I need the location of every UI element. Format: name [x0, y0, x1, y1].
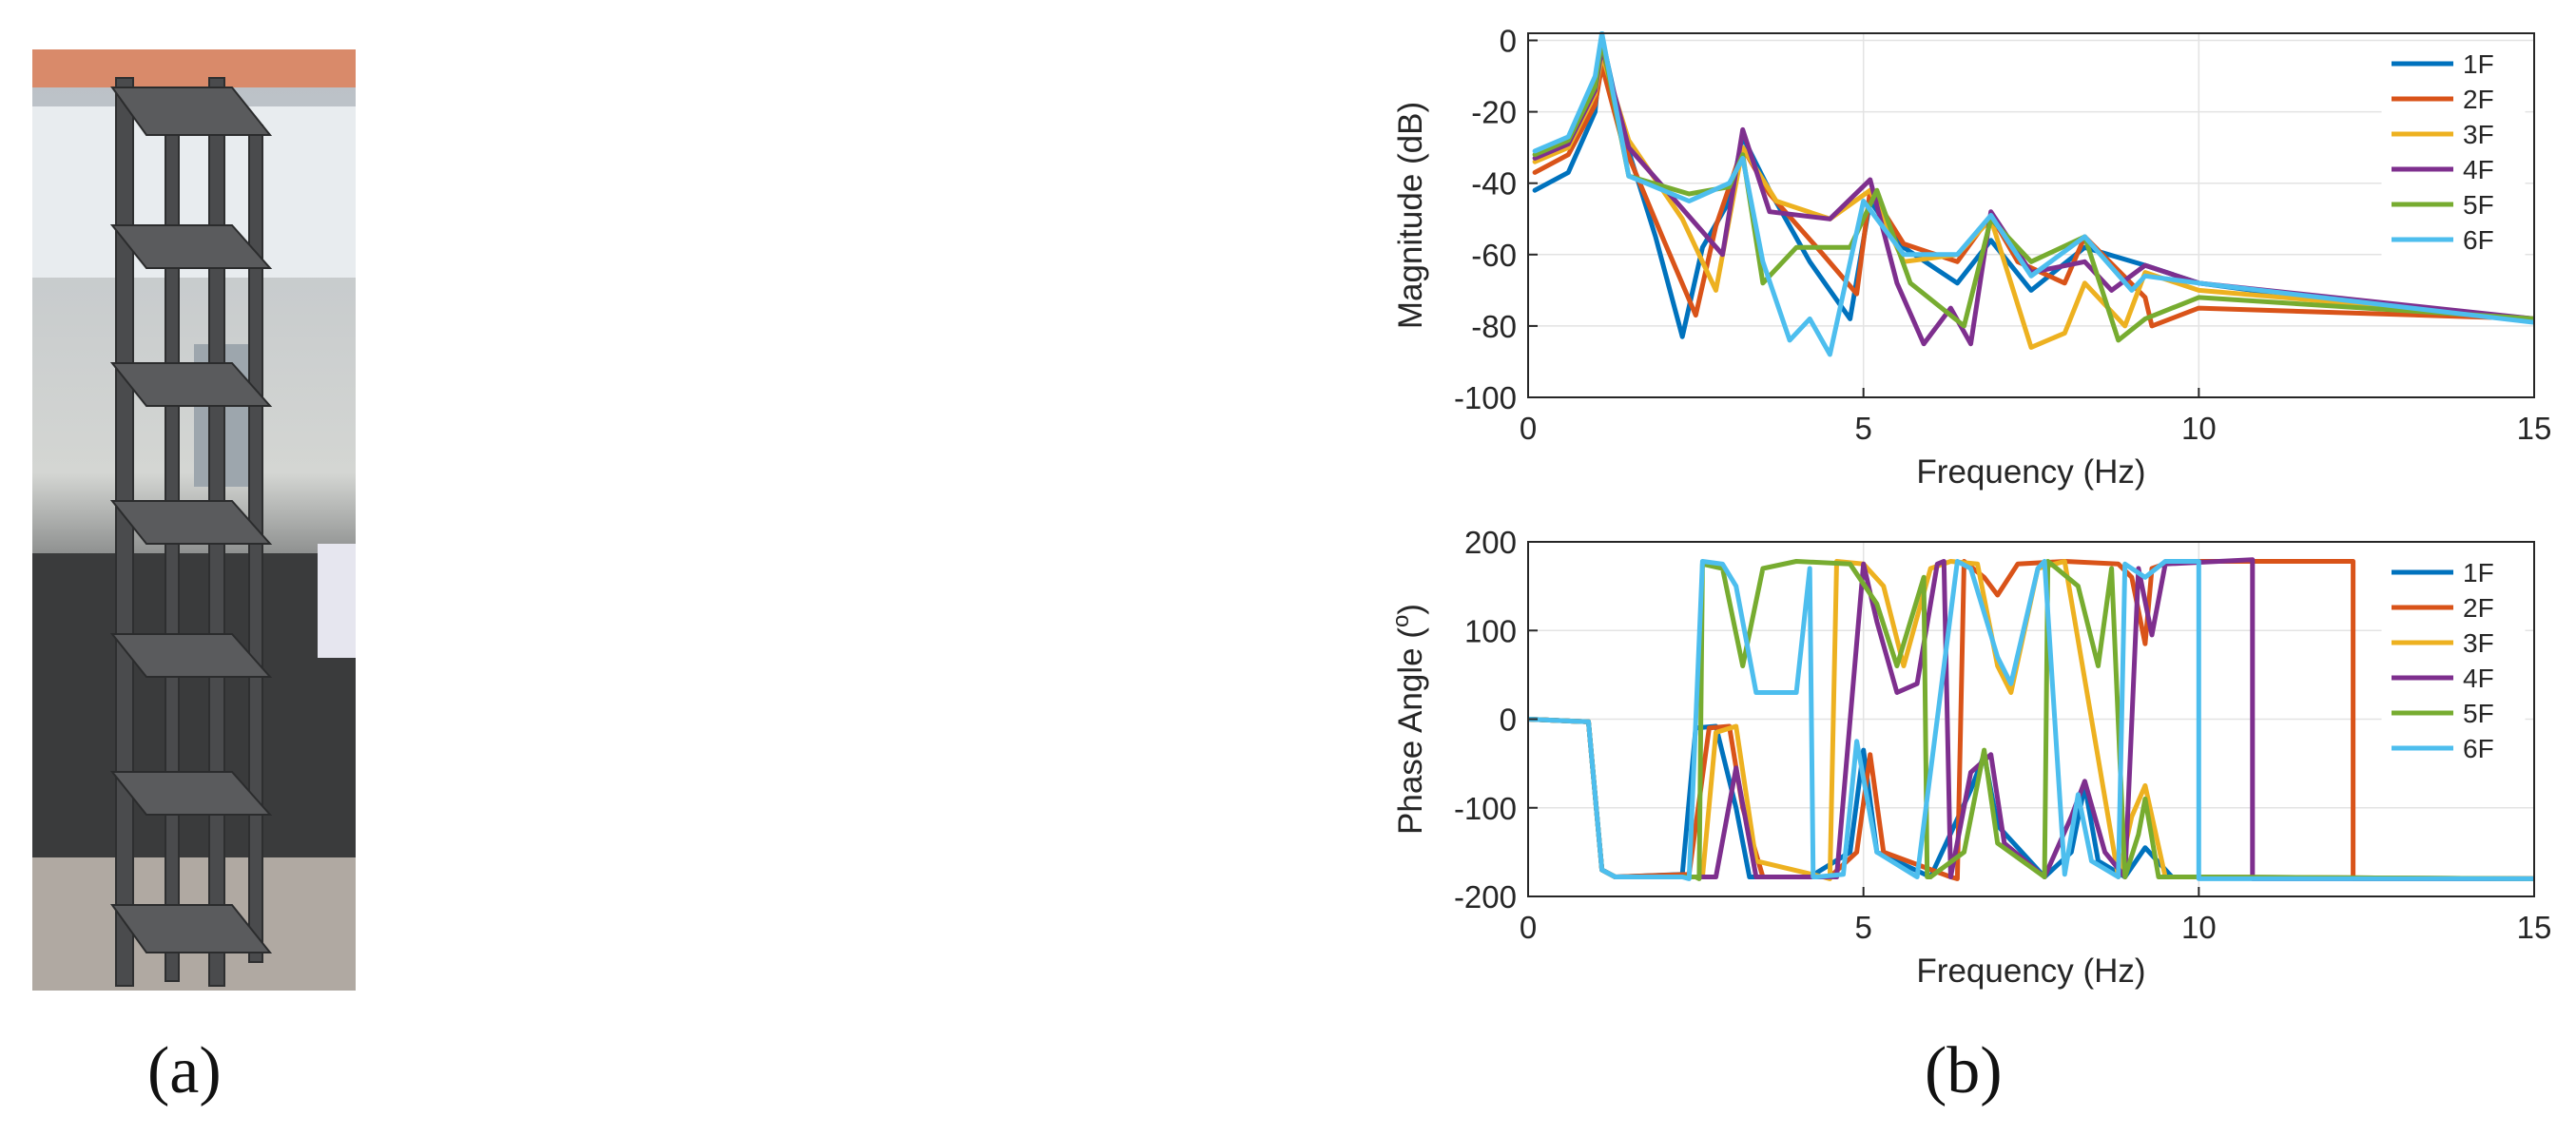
y-tick-label: 200: [1464, 525, 1517, 560]
y-tick-label: -200: [1454, 879, 1517, 915]
x-tick-label: 15: [2517, 910, 2552, 945]
series-line-4F: [1528, 557, 2534, 881]
legend-label-4F: 4F: [2463, 664, 2494, 693]
y-tick-label: -80: [1471, 309, 1517, 344]
legend-label-1F: 1F: [2463, 558, 2494, 587]
x-tick-label: 5: [1854, 910, 1871, 945]
x-tick-label: 0: [1520, 411, 1537, 446]
series-line-6F: [1532, 31, 2534, 357]
caption-b: (b): [1925, 1034, 2003, 1107]
y-tick-label: -40: [1471, 166, 1517, 202]
y-tick-label: -100: [1454, 791, 1517, 826]
legend-label-5F: 5F: [2463, 699, 2494, 728]
legend-box: [2381, 554, 2526, 780]
test-structure-photo: [32, 49, 356, 991]
x-tick-label: 5: [1854, 411, 1871, 446]
series-line-5F: [1528, 559, 2534, 881]
y-tick-label: 100: [1464, 613, 1517, 648]
y-tick-label: 0: [1500, 703, 1517, 738]
y-axis-label: Phase Angle (o): [1388, 604, 1429, 835]
legend-box: [2381, 46, 2526, 272]
plot-area: [1528, 33, 2534, 397]
legend-label-3F: 3F: [2463, 120, 2494, 149]
legend-label-3F: 3F: [2463, 628, 2494, 658]
y-tick-label: -60: [1471, 238, 1517, 273]
legend-label-4F: 4F: [2463, 155, 2494, 184]
x-tick-label: 10: [2181, 411, 2217, 446]
y-tick-label: 0: [1500, 24, 1517, 59]
x-axis-label: Frequency (Hz): [1916, 453, 2145, 491]
legend-label-1F: 1F: [2463, 49, 2494, 79]
magnitude-chart: 0 5 10 15 0 -20 -40 -60 -80 -100 Frequency (Hz) Mag…: [1392, 24, 2551, 491]
series-line-6F: [1528, 559, 2534, 881]
phase-chart: 0 5 10 15 200 100 0 -100 -200 Frequency (Hz) Phase…: [1388, 525, 2551, 990]
legend-label-6F: 6F: [2463, 225, 2494, 255]
legend-label-2F: 2F: [2463, 593, 2494, 623]
x-tick-label: 10: [2181, 910, 2217, 945]
y-axis-label: Magnitude (dB): [1392, 102, 1429, 329]
y-tick-label: -20: [1471, 95, 1517, 130]
caption-a: (a): [147, 1034, 222, 1107]
legend-label-2F: 2F: [2463, 85, 2494, 114]
axes-frame: [1527, 32, 2535, 398]
legend-label-5F: 5F: [2463, 190, 2494, 220]
x-tick-label: 15: [2517, 411, 2552, 446]
legend-label-6F: 6F: [2463, 734, 2494, 763]
y-tick-label: -100: [1454, 380, 1517, 415]
x-axis-label: Frequency (Hz): [1916, 953, 2145, 990]
x-tick-label: 0: [1520, 910, 1537, 945]
